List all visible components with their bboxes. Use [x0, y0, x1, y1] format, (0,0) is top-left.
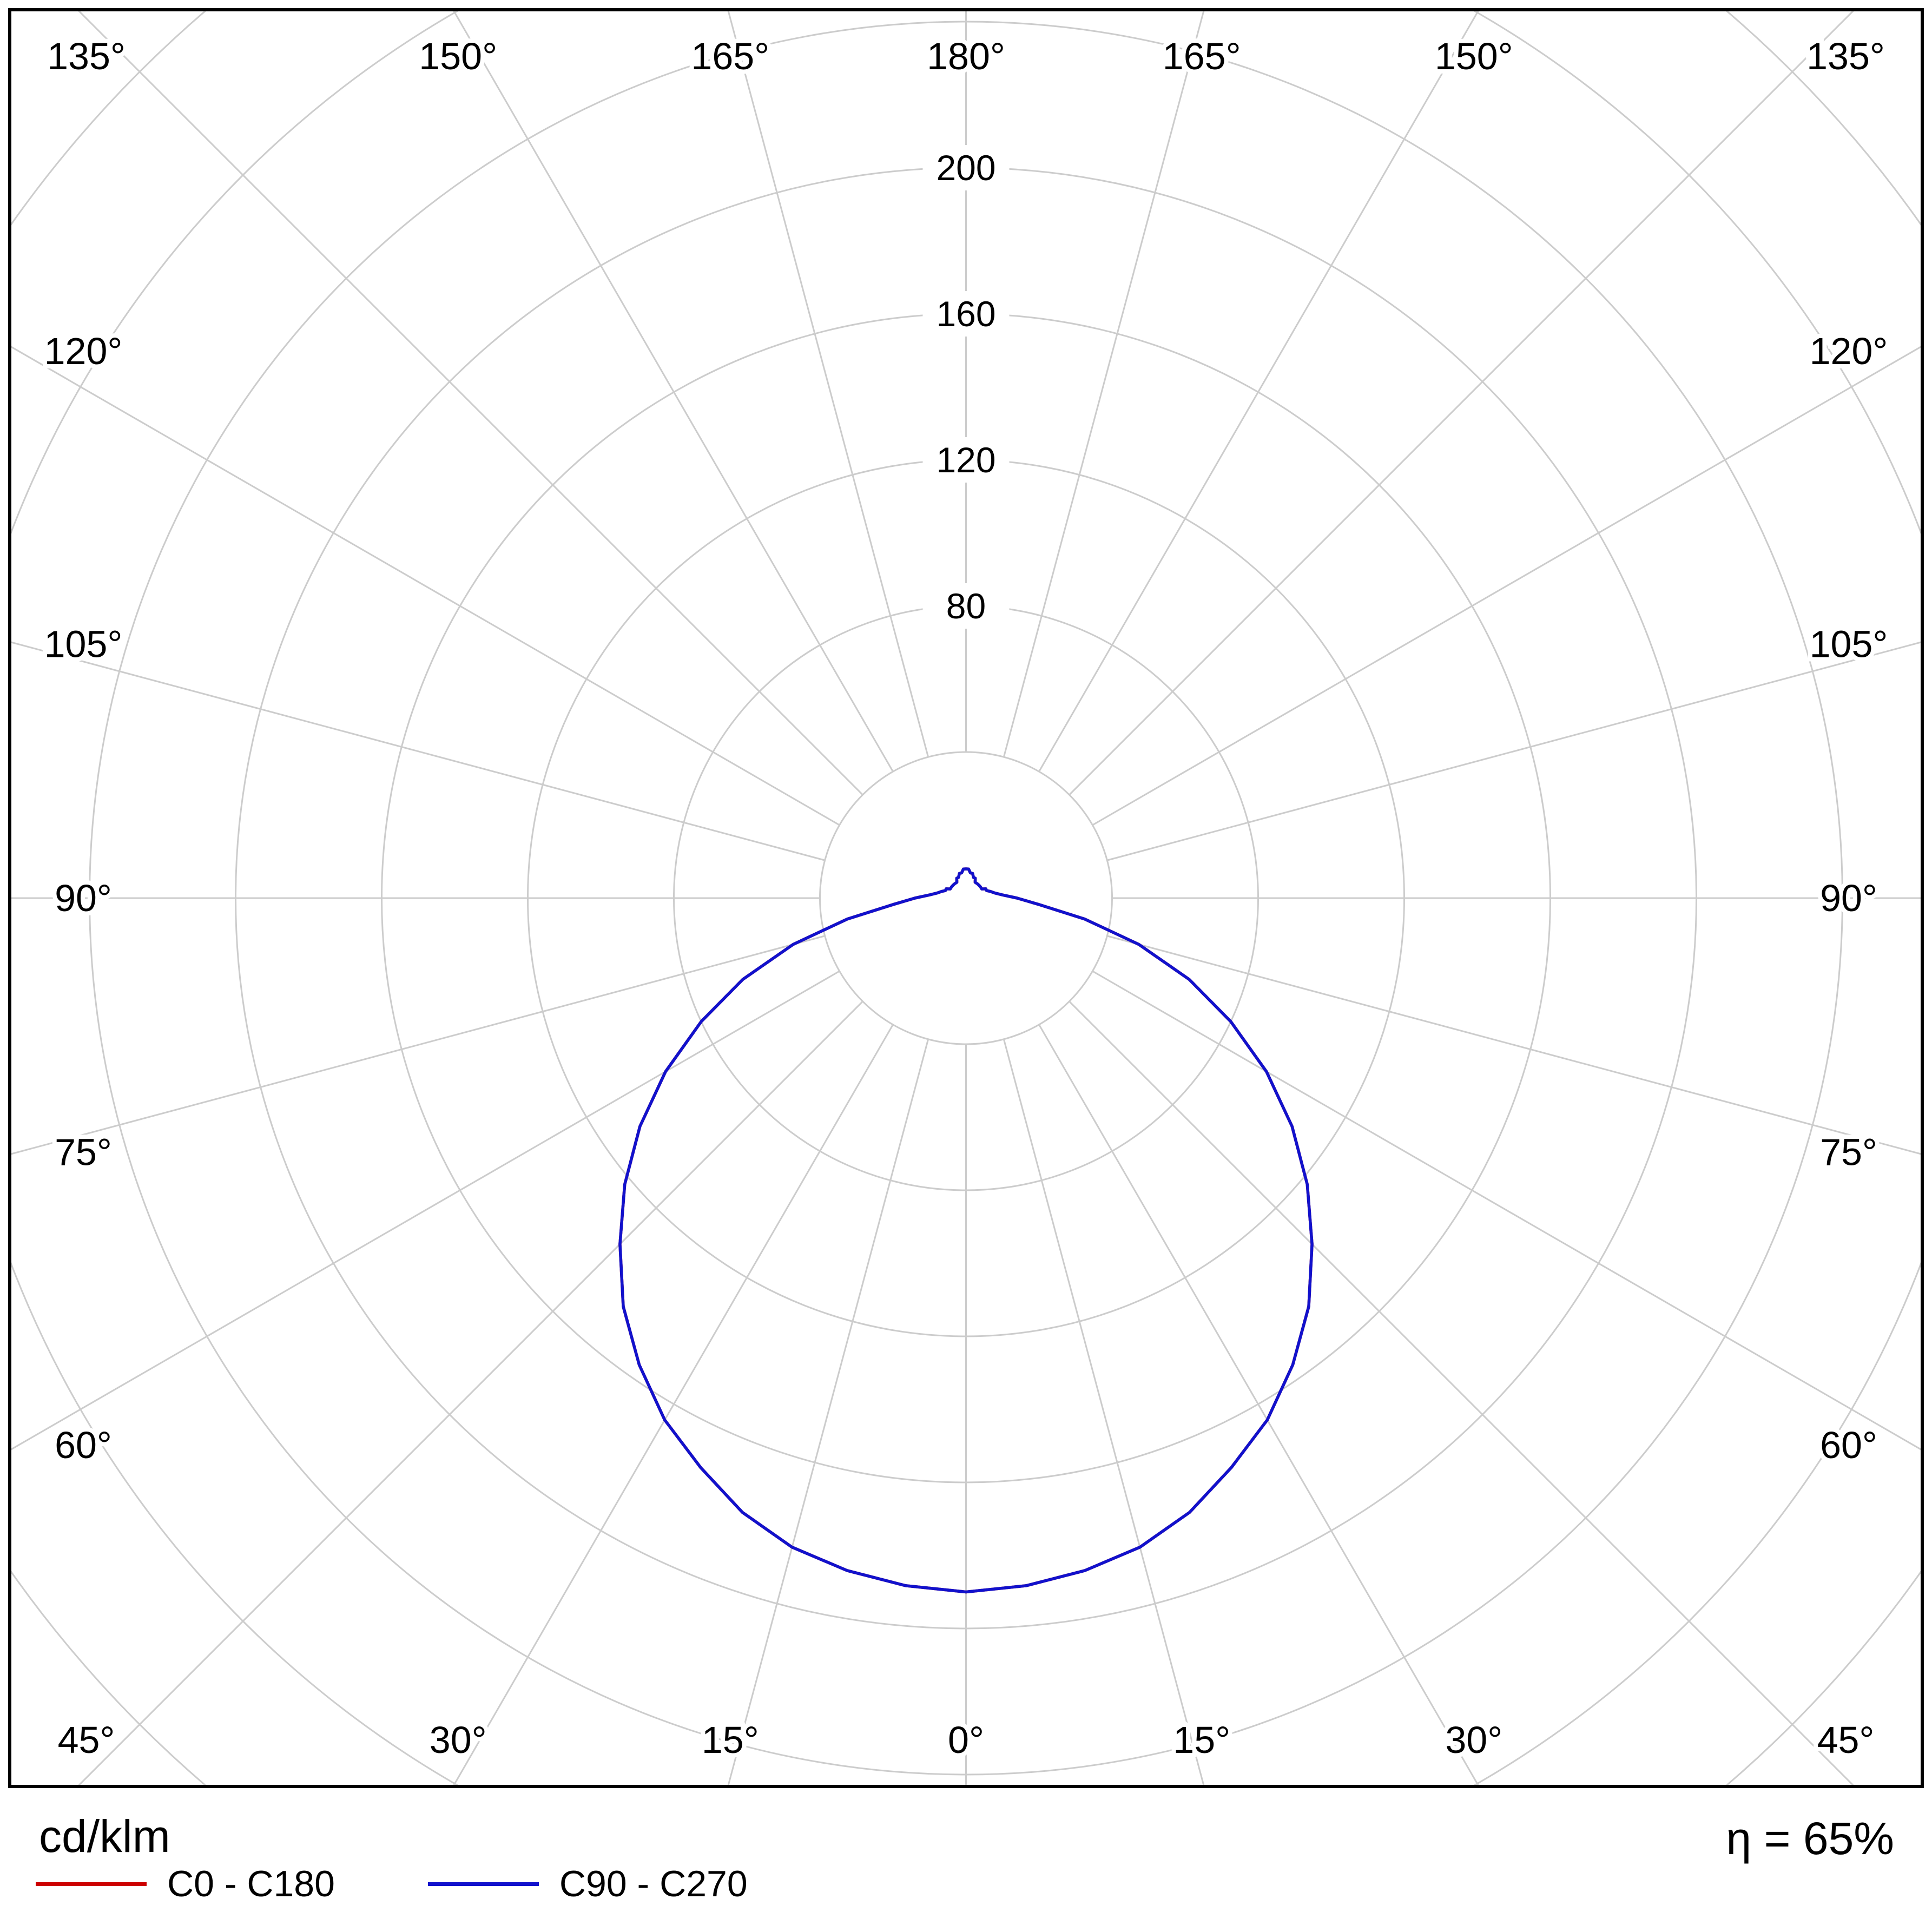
angle-label-0: 0°	[948, 1719, 984, 1761]
angle-label-15: 15°	[1173, 1719, 1230, 1761]
angle-label-30: 30°	[1445, 1719, 1502, 1761]
radial-line-45	[1069, 1000, 1854, 1785]
angle-label-210: 150°	[419, 35, 497, 77]
angle-label-135: 135°	[1806, 35, 1885, 77]
radial-line-330	[453, 1024, 894, 1785]
radial-line-210	[453, 11, 894, 772]
radial-line-30	[1038, 1024, 1479, 1785]
angle-label-45: 45°	[1817, 1719, 1875, 1761]
chart-frame	[8, 8, 1924, 1788]
angle-labels: 0° 15° 30° 45° 60° 75° 90° 105° 120° 135° 150° 165°…	[40, 31, 1893, 1765]
angle-label-60: 60°	[1820, 1424, 1877, 1466]
radial-line-165	[1003, 11, 1205, 757]
angle-label-75: 75°	[1820, 1131, 1877, 1173]
angle-label-270: 90°	[55, 877, 112, 919]
tick-label-bg	[922, 145, 1010, 190]
radial-line-225	[78, 11, 863, 796]
angle-label-255: 105°	[44, 623, 123, 665]
angle-label-120: 120°	[1810, 330, 1888, 372]
tick-label-bg	[922, 437, 1010, 483]
radial-line-75	[1106, 935, 1921, 1155]
angle-label-240: 120°	[44, 330, 123, 372]
grid-circle-40	[819, 751, 1113, 1045]
angle-label-285: 75°	[55, 1131, 112, 1173]
radial-line-105	[1106, 641, 1921, 861]
legend-line-c90-c270	[427, 1882, 539, 1886]
radial-line-285	[11, 935, 826, 1155]
angle-label-315: 45°	[58, 1719, 115, 1761]
angle-label-195: 165°	[691, 35, 769, 77]
angle-label-105: 105°	[1810, 623, 1888, 665]
radial-line-120	[1092, 346, 1921, 826]
angle-label-165: 165°	[1163, 35, 1241, 77]
radial-tick-labels: 80 120 160 200	[922, 145, 1010, 629]
angle-label-180: 180°	[927, 35, 1005, 77]
angle-label-300: 60°	[55, 1424, 112, 1466]
unit-label: cd/klm	[39, 1811, 170, 1862]
radial-line-315	[78, 1000, 863, 1785]
radial-line-15	[1003, 1039, 1205, 1785]
legend-entry-c90-c270: C90 - C270	[427, 1863, 748, 1904]
radial-line-300	[11, 970, 840, 1450]
radial-tick-label-120: 120	[936, 440, 995, 480]
legend-label-c0-c180: C0 - C180	[167, 1863, 335, 1904]
radial-tick-label-200: 200	[936, 148, 995, 188]
angle-label-150: 150°	[1435, 35, 1513, 77]
angle-label-345: 15°	[702, 1719, 759, 1761]
efficiency-label: η = 65%	[1726, 1813, 1894, 1864]
tick-label-bg	[922, 291, 1010, 337]
legend-label-c90-c270: C90 - C270	[559, 1863, 748, 1904]
tick-label-bg	[922, 583, 1010, 629]
radial-tick-label-160: 160	[936, 294, 995, 334]
legend: C0 - C180 C90 - C270	[36, 1865, 748, 1902]
radial-line-195	[727, 11, 929, 757]
radial-line-60	[1092, 970, 1921, 1450]
radial-line-255	[11, 641, 826, 861]
legend-line-c0-c180	[36, 1882, 147, 1886]
angle-label-225: 135°	[47, 35, 126, 77]
curves	[618, 867, 1314, 1594]
radial-line-135	[1069, 11, 1854, 796]
radial-line-150	[1038, 11, 1479, 772]
angle-label-330: 30°	[430, 1719, 487, 1761]
radial-tick-label-80: 80	[946, 586, 986, 626]
radial-line-240	[11, 346, 840, 826]
curve-c90-c270	[618, 867, 1314, 1594]
radial-line-345	[727, 1039, 929, 1785]
angle-label-90: 90°	[1820, 877, 1877, 919]
legend-entry-c0-c180: C0 - C180	[36, 1865, 335, 1902]
